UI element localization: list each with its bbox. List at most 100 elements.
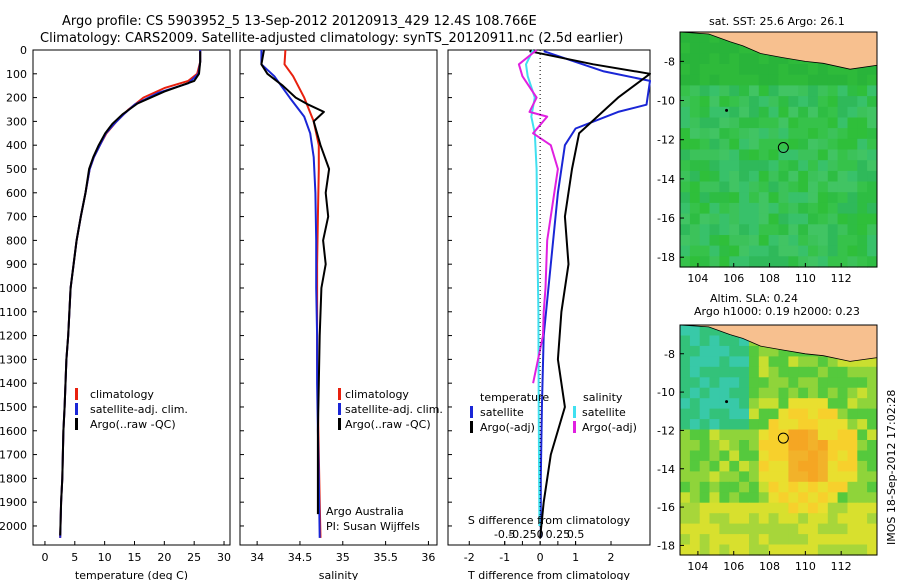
- heatmap-cell: [798, 170, 809, 183]
- heatmap-cell: [778, 149, 789, 161]
- heatmap-cell: [709, 502, 720, 514]
- heatmap-cell: [729, 256, 740, 268]
- heatmap-cell: [847, 128, 858, 140]
- heatmap-cell: [778, 440, 789, 452]
- heatmap-cell: [680, 170, 691, 183]
- heatmap-cell: [719, 138, 730, 151]
- heatmap-cell: [837, 387, 848, 399]
- heatmap-cell: [817, 523, 829, 535]
- heatmap-cell: [837, 128, 848, 140]
- heatmap-cell: [847, 160, 858, 172]
- heatmap-cell: [778, 138, 789, 151]
- heatmap-cell: [827, 256, 839, 268]
- heatmap-cell: [739, 408, 750, 420]
- heatmap-cell: [837, 377, 848, 389]
- heatmap-cell: [739, 42, 750, 54]
- heatmap-cell: [768, 440, 779, 452]
- x-tick-label: 108: [759, 272, 780, 285]
- heatmap-cell: [817, 256, 829, 268]
- heatmap-cell: [847, 256, 858, 268]
- heatmap-cell: [709, 170, 720, 183]
- heatmap-cell: [857, 160, 868, 172]
- heatmap-cell: [778, 160, 789, 172]
- heatmap-cell: [749, 544, 760, 556]
- heatmap-cell: [719, 170, 730, 183]
- heatmap-cell: [699, 325, 711, 337]
- heatmap-cell: [788, 534, 799, 546]
- heatmap-cell: [749, 117, 760, 129]
- heatmap-cell: [778, 245, 789, 257]
- heatmap-cell: [827, 128, 839, 140]
- heatmap-cell: [847, 213, 858, 225]
- heatmap-cell: [729, 224, 740, 236]
- heatmap-cell: [699, 387, 711, 399]
- heatmap-cell: [729, 513, 740, 525]
- x2-tick-label: -0.25: [508, 528, 536, 541]
- heatmap-cell: [709, 544, 720, 556]
- heatmap-cell: [719, 245, 730, 257]
- heatmap-cell: [749, 245, 760, 257]
- heatmap-cell: [680, 356, 691, 368]
- heatmap-cell: [817, 170, 829, 183]
- heatmap-cell: [798, 245, 809, 257]
- heatmap-cell: [827, 235, 839, 247]
- heatmap-cell: [729, 202, 740, 215]
- heatmap-cell: [857, 366, 868, 378]
- heatmap-cell: [788, 502, 799, 514]
- heatmap-cell: [837, 492, 848, 504]
- heatmap-cell: [847, 245, 858, 257]
- heatmap-cell: [719, 74, 730, 86]
- y-tick-label: -10: [657, 95, 675, 108]
- heatmap-cell: [739, 106, 750, 119]
- heatmap-cell: [749, 534, 760, 546]
- heatmap-cell: [837, 513, 848, 525]
- difference-panel: -2 -1 0 1 2 T difference from climatology -0.5…: [447, 49, 651, 580]
- heatmap-cell: [699, 450, 711, 462]
- heatmap-cell: [768, 117, 779, 129]
- y-tick-label: 0: [20, 44, 27, 57]
- heatmap-cell: [758, 96, 770, 108]
- heatmap-cell: [867, 256, 878, 268]
- heatmap-cell: [867, 64, 878, 76]
- heatmap-cell: [817, 64, 829, 76]
- heatmap-cell: [788, 85, 799, 97]
- heatmap-cell: [778, 128, 789, 140]
- x-tick-label: 112: [831, 272, 852, 285]
- plot-frame: [32, 49, 231, 546]
- heatmap-cell: [758, 138, 770, 151]
- heatmap-cell: [758, 53, 770, 65]
- heatmap-cell: [788, 387, 799, 399]
- heatmap-cell: [709, 460, 720, 472]
- heatmap-cell: [719, 419, 730, 431]
- heatmap-cell: [817, 202, 829, 215]
- heatmap-cell: [768, 345, 779, 357]
- heatmap-cell: [719, 224, 730, 236]
- heatmap-cell: [778, 235, 789, 247]
- island-dot: [725, 108, 729, 112]
- y-tick-label: -18: [657, 539, 675, 552]
- heatmap-cell: [857, 224, 868, 236]
- heatmap-cell: [689, 335, 701, 347]
- heatmap-cell: [699, 429, 711, 441]
- x-tick-label: 106: [723, 272, 744, 285]
- heatmap-cell: [778, 387, 789, 399]
- heatmap-cell: [709, 408, 720, 420]
- heatmap-cell: [739, 440, 750, 452]
- heatmap-cell: [857, 471, 868, 483]
- heatmap-cell: [689, 450, 701, 462]
- heatmap-cell: [798, 513, 809, 525]
- x-tick-label: 36: [421, 551, 435, 564]
- heatmap-cell: [739, 245, 750, 257]
- heatmap-cell: [798, 85, 809, 97]
- heatmap-cell: [798, 160, 809, 172]
- heatmap-cell: [739, 481, 750, 493]
- heatmap-cell: [739, 213, 750, 225]
- heatmap-cell: [689, 429, 701, 441]
- heatmap-cell: [709, 53, 720, 65]
- heatmap-cell: [867, 149, 878, 161]
- heatmap-cell: [719, 440, 730, 452]
- heatmap-cell: [719, 534, 730, 546]
- heatmap-cell: [729, 377, 740, 389]
- heatmap-cell: [837, 64, 848, 76]
- heatmap-cell: [808, 398, 819, 410]
